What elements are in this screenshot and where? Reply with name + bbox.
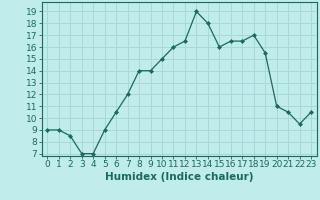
X-axis label: Humidex (Indice chaleur): Humidex (Indice chaleur)	[105, 172, 253, 182]
